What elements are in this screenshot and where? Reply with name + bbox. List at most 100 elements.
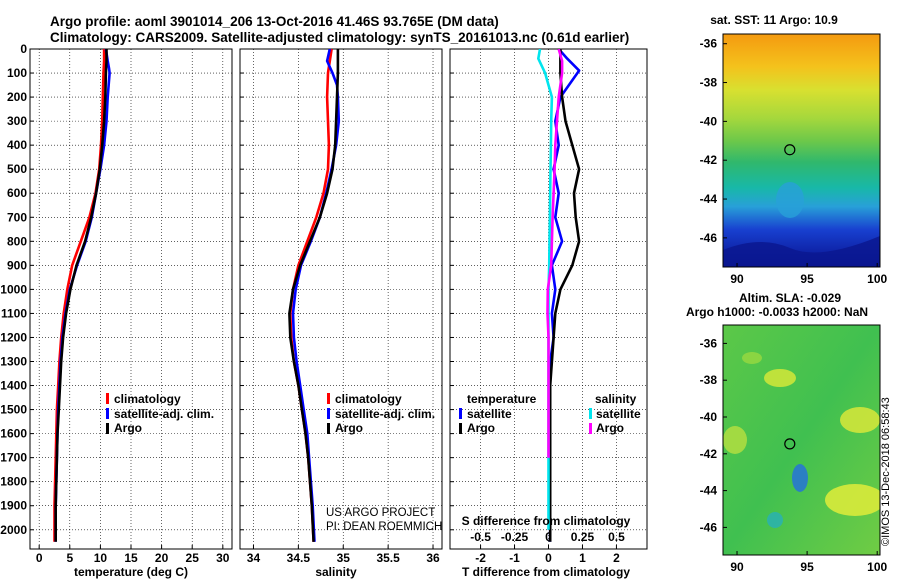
depth-tick-label: 200 (7, 90, 27, 104)
sst-map-title: sat. SST: 11 Argo: 10.9 (710, 13, 838, 27)
salinity-xtick-label: 34 (247, 551, 261, 565)
difference-series-temperature-argo (548, 49, 581, 542)
sla-argo-marker (784, 438, 796, 450)
page-title: Argo profile: aoml 3901014_206 13-Oct-20… (50, 14, 499, 29)
difference-xtick-label: -1 (509, 551, 520, 565)
sla-map-axes: 90 95 100 -36 -38 -40 -42 -44 -46 (700, 336, 888, 574)
sla-map-frame (722, 324, 881, 556)
salinity-series-satellite-adj-clim- (291, 49, 341, 542)
series-layer (53, 49, 581, 542)
depth-tick-label: 400 (7, 138, 27, 152)
map-ytick-label: -46 (700, 231, 718, 245)
difference-legend: temperature salinity satellite Argo sate… (459, 392, 641, 435)
s-difference-tick-label: 0.5 (608, 530, 625, 544)
temperature-series-climatology (53, 49, 106, 542)
depth-tick-label: 1300 (0, 355, 27, 369)
salinity-x-label: salinity (315, 565, 357, 579)
temperature-x-label: temperature (deg C) (74, 565, 188, 579)
temperature-xtick-label: 20 (155, 551, 169, 565)
t-difference-x-label: T difference from climatology (462, 565, 630, 579)
project-annotation: US ARGO PROJECT (326, 507, 435, 519)
temperature-xtick-label: 5 (66, 551, 73, 565)
legend-swatch-argo (327, 423, 330, 434)
legend-label-s-argo: Argo (596, 421, 624, 435)
map-ytick-label: -42 (700, 447, 718, 461)
s-difference-tick-label: 0.25 (571, 530, 595, 544)
legend-swatch-satellite-adj (327, 408, 330, 419)
legend-swatch-climatology (327, 393, 330, 404)
legend-label-satellite-adj: satellite-adj. clim. (114, 407, 214, 421)
depth-tick-label: 1400 (0, 379, 27, 393)
legend-swatch-argo (106, 423, 109, 434)
difference-series-salinity-argo (546, 49, 564, 458)
map-xtick-label: 100 (867, 272, 887, 286)
salinity-xtick-label: 34.5 (287, 551, 311, 565)
legend-label-climatology: climatology (335, 392, 402, 406)
legend-title-salinity: salinity (595, 392, 637, 406)
salinity-legend: climatology satellite-adj. clim. Argo (327, 392, 435, 435)
depth-tick-label: 1500 (0, 403, 27, 417)
difference-xtick-label: 0 (545, 551, 552, 565)
difference-series-temperature-satellite (548, 49, 581, 542)
depth-tick-label: 1900 (0, 499, 27, 513)
temperature-xtick-label: 15 (124, 551, 138, 565)
map-ytick-label: -38 (700, 76, 718, 90)
map-ytick-label: -42 (700, 153, 718, 167)
depth-tick-label: 900 (7, 258, 27, 272)
map-xtick-label: 90 (730, 560, 744, 574)
depth-tick-label: 1200 (0, 330, 27, 344)
legend-label-satellite-adj: satellite-adj. clim. (335, 407, 435, 421)
depth-tick-label: 300 (7, 114, 27, 128)
difference-xtick-label: 2 (613, 551, 620, 565)
depth-tick-label: 600 (7, 186, 27, 200)
map-ytick-label: -38 (700, 373, 718, 387)
sst-field (723, 34, 880, 267)
sst-map-axes: 90 95 100 -36 -38 -40 -42 -44 -46 (700, 37, 888, 286)
map-xtick-label: 100 (867, 560, 887, 574)
s-difference-x-label: S difference from climatology (462, 514, 631, 528)
map-ytick-label: -44 (700, 484, 718, 498)
sst-argo-marker (784, 144, 796, 156)
legend-label-argo: Argo (114, 421, 142, 435)
depth-tick-label: 1800 (0, 475, 27, 489)
sla-low-2 (767, 512, 783, 528)
map-xtick-label: 95 (800, 272, 814, 286)
s-difference-tick-label: -0.25 (501, 530, 529, 544)
temperature-series-argo (54, 49, 108, 542)
difference-xtick-label: 1 (579, 551, 586, 565)
temperature-xtick-label: 0 (36, 551, 43, 565)
sst-map: sat. SST: 11 Argo: 10.9 90 95 100 -36 -38 -40… (700, 13, 888, 286)
legend-swatch-t-argo (459, 423, 462, 434)
legend-label-argo: Argo (335, 421, 363, 435)
map-ytick-label: -40 (700, 410, 718, 424)
legend-label-climatology: climatology (114, 392, 181, 406)
sla-high-1 (764, 369, 796, 387)
sst-eddy (776, 182, 804, 218)
sst-map-frame (722, 33, 881, 268)
sla-map-subtitle: Argo h1000: -0.0033 h2000: NaN (686, 305, 868, 319)
depth-tick-label: 1700 (0, 451, 27, 465)
difference-xtick-label: -2 (475, 551, 486, 565)
sla-map: Altim. SLA: -0.029 Argo h1000: -0.0033 h… (686, 291, 888, 574)
pi-annotation: PI: DEAN ROEMMICH (326, 521, 442, 533)
map-ytick-label: -46 (700, 520, 718, 534)
depth-tick-label: 0 (20, 42, 27, 56)
sla-high-2 (840, 407, 880, 433)
sla-map-title: Altim. SLA: -0.029 (739, 291, 841, 305)
map-ytick-label: -36 (700, 37, 718, 51)
sla-high-4 (723, 426, 747, 454)
sla-high-3 (825, 484, 880, 516)
legend-label-s-satellite: satellite (596, 407, 641, 421)
imos-timestamp: ©IMOS 13-Dec-2018 06:58:43 (880, 397, 892, 546)
map-ytick-label: -36 (700, 336, 718, 350)
salinity-xtick-label: 36 (426, 551, 440, 565)
legend-swatch-s-argo (589, 423, 592, 434)
temperature-xtick-label: 25 (186, 551, 200, 565)
depth-tick-label: 800 (7, 234, 27, 248)
s-difference-tick-label: -0.5 (470, 530, 491, 544)
depth-tick-label: 100 (7, 66, 27, 80)
depth-tick-label: 1100 (1, 306, 27, 320)
salinity-xtick-label: 35 (337, 551, 351, 565)
temperature-xtick-label: 30 (216, 551, 230, 565)
